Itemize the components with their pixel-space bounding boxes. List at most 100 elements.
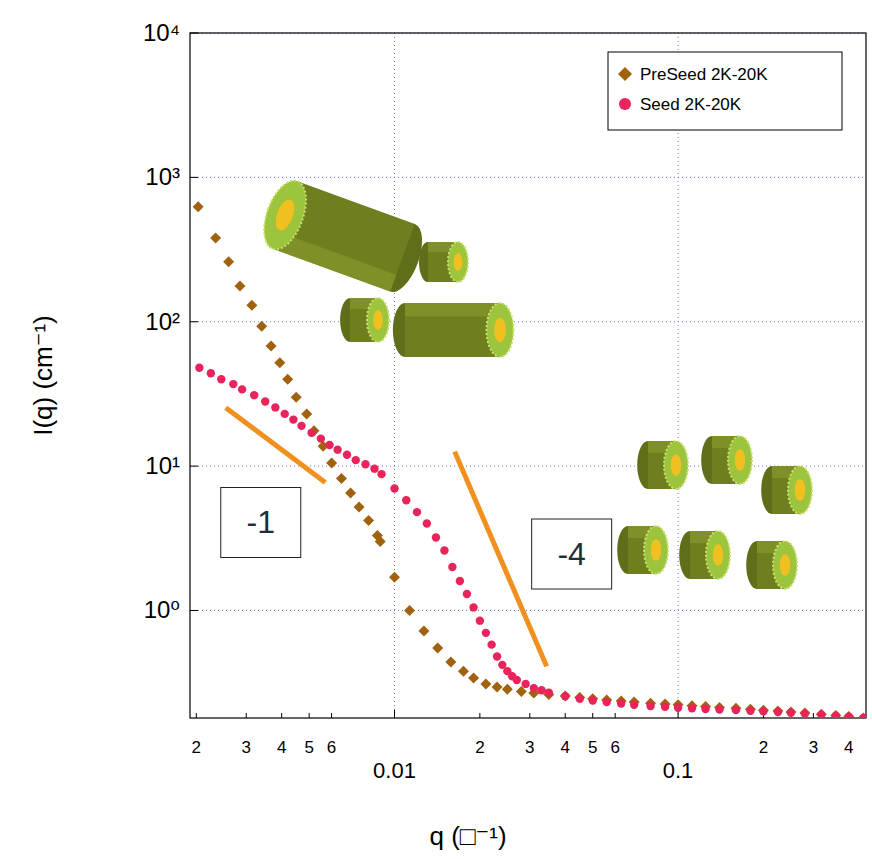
circle-marker xyxy=(402,496,410,504)
data-area xyxy=(193,201,866,718)
slope-guide xyxy=(226,408,326,483)
circle-marker xyxy=(801,709,809,717)
diamond-marker xyxy=(389,572,400,583)
circle-marker xyxy=(845,712,853,718)
series-points xyxy=(195,364,866,718)
axes: 234560.01234560.123410⁰10¹10²10³10⁴ xyxy=(143,19,854,783)
annotation-box xyxy=(532,519,612,589)
legend-marker xyxy=(618,67,632,81)
x-tick-label: 4 xyxy=(844,738,853,757)
circle-marker xyxy=(261,397,269,405)
x-tick-label: 2 xyxy=(759,738,768,757)
diamond-marker xyxy=(799,707,810,718)
diamond-marker xyxy=(830,710,841,718)
circle-marker xyxy=(195,364,203,372)
cylinder-core xyxy=(780,554,791,576)
cylinder-shine xyxy=(405,303,500,317)
x-tick-label: 4 xyxy=(560,738,569,757)
diamond-marker xyxy=(816,709,827,718)
circle-marker xyxy=(325,441,333,449)
diamond-marker xyxy=(601,694,612,705)
circle-marker xyxy=(774,708,782,716)
y-tick-label: 10⁴ xyxy=(143,19,180,46)
cylinder-cartoon xyxy=(637,441,688,489)
circle-marker xyxy=(476,616,484,624)
circle-marker xyxy=(646,702,654,710)
legend-box xyxy=(608,52,842,130)
x-tick-label: 5 xyxy=(304,738,313,757)
cylinder-face xyxy=(706,531,730,579)
cylinder-cartoon xyxy=(746,541,797,589)
x-tick xyxy=(394,710,395,718)
cylinder-face xyxy=(487,303,514,357)
annotation-label: -1 xyxy=(247,504,275,540)
diamond-marker xyxy=(502,684,513,695)
circle-marker xyxy=(674,704,682,712)
diamond-marker xyxy=(354,502,365,513)
cylinder-core xyxy=(713,544,724,566)
x-tick xyxy=(281,713,282,718)
circle-marker xyxy=(207,369,215,377)
circle-marker xyxy=(297,422,305,430)
x-tick xyxy=(592,713,593,718)
y-tick-label: 10² xyxy=(145,308,180,335)
circle-marker xyxy=(352,456,360,464)
circle-marker xyxy=(423,519,431,527)
diamond-marker xyxy=(758,705,769,716)
circle-marker xyxy=(271,403,279,411)
circle-marker xyxy=(561,692,569,700)
cylinder-face xyxy=(644,526,668,574)
diamond-marker xyxy=(574,692,585,703)
circle-marker xyxy=(456,577,464,585)
y-tick xyxy=(190,177,198,178)
cylinder-face xyxy=(728,436,752,484)
y-tick-label: 10⁰ xyxy=(144,596,180,623)
diamond-marker xyxy=(745,704,756,715)
diamond-marker xyxy=(193,201,204,212)
circle-marker xyxy=(661,703,669,711)
diamond-marker xyxy=(210,233,221,244)
x-grid-line xyxy=(678,33,679,718)
circle-marker xyxy=(688,704,696,712)
cylinder-cartoon xyxy=(340,298,389,342)
legend-marker xyxy=(619,98,631,110)
circle-marker xyxy=(521,680,529,688)
circle-marker xyxy=(343,450,351,458)
cylinder-core xyxy=(735,449,746,471)
plot-frame xyxy=(190,33,866,718)
y-tick xyxy=(190,33,198,34)
diamond-marker xyxy=(418,626,429,637)
cylinder-core xyxy=(454,253,463,271)
diamond-marker xyxy=(234,280,245,291)
diamond-marker xyxy=(714,702,725,713)
cylinder-cartoon xyxy=(256,175,430,297)
circle-marker xyxy=(589,696,597,704)
circle-marker xyxy=(493,652,501,660)
y-grid-line xyxy=(190,466,866,467)
y-grid-line xyxy=(190,321,866,322)
cylinder-face xyxy=(773,541,797,589)
diamond-marker xyxy=(468,673,479,684)
circle-marker xyxy=(537,686,545,694)
x-tick xyxy=(813,713,814,718)
circle-marker xyxy=(440,546,448,554)
diamond-marker xyxy=(785,707,796,718)
cylinder-cartoon xyxy=(679,531,730,579)
x-grid-line xyxy=(394,33,395,718)
circle-marker xyxy=(307,429,315,437)
chart: 234560.01234560.123410⁰10¹10²10³10⁴q (□⁻… xyxy=(0,0,872,859)
cylinder-face xyxy=(664,441,688,489)
diamond-marker xyxy=(458,666,469,677)
cylinder-cartoon xyxy=(761,466,812,514)
y-tick xyxy=(190,610,198,611)
cylinder-cartoon xyxy=(701,436,752,484)
cylinder-core xyxy=(272,197,298,233)
x-tick-label: 6 xyxy=(327,738,336,757)
annotation-labels: -1-4 xyxy=(221,487,612,589)
x-tick xyxy=(331,713,332,718)
circle-marker xyxy=(333,445,341,453)
x-tick-label: 2 xyxy=(192,738,201,757)
x-tick-label: 3 xyxy=(242,738,251,757)
diamond-marker xyxy=(266,340,277,351)
x-tick xyxy=(309,713,310,718)
